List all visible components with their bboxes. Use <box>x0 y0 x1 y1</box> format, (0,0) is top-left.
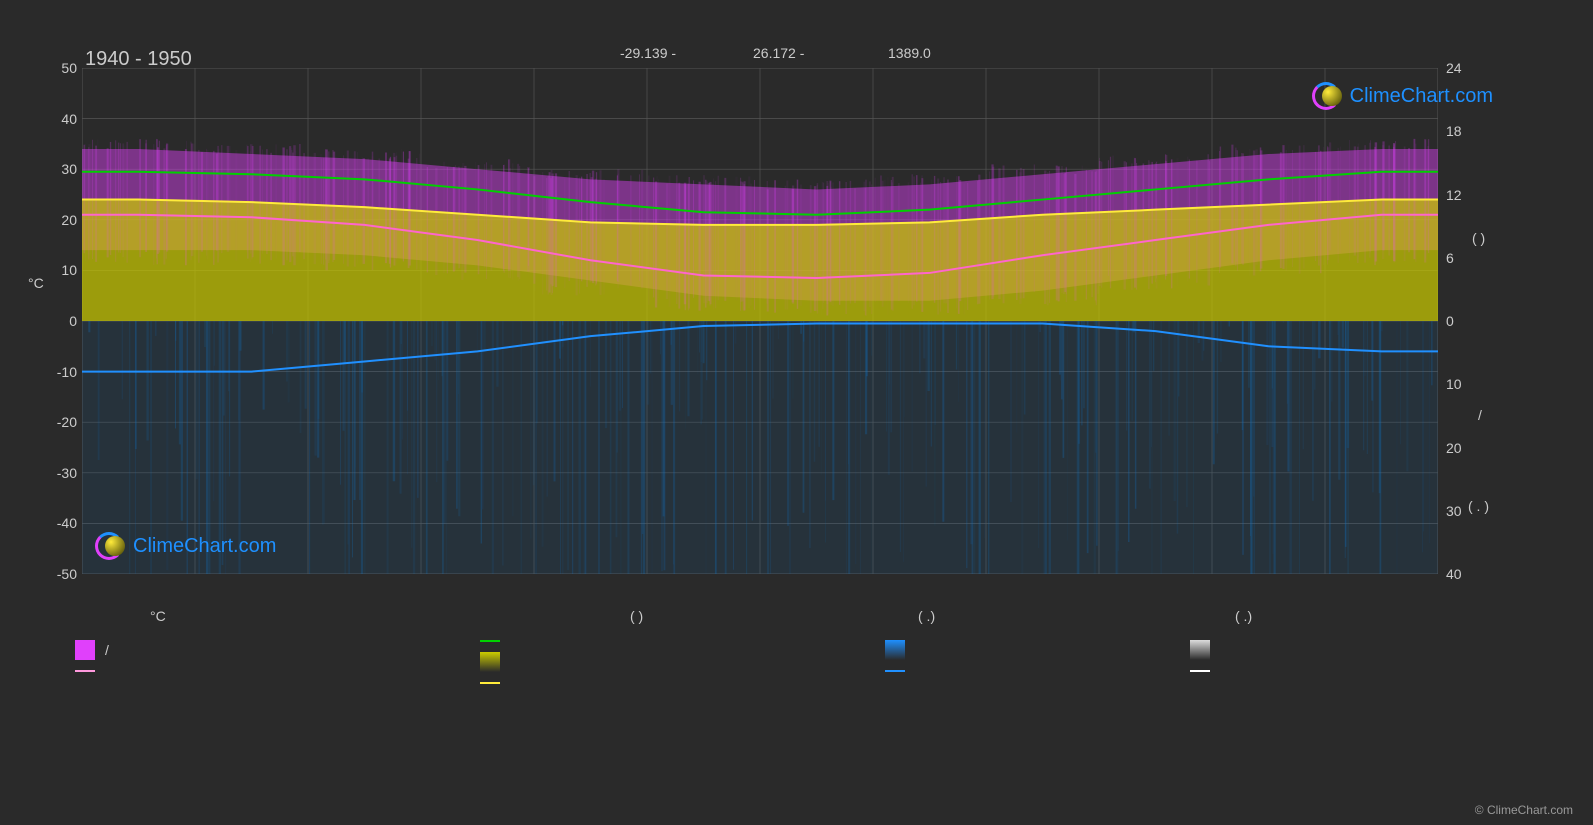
legend-swatch <box>75 670 95 672</box>
y-tick-label: 30 <box>47 161 77 177</box>
legend-h1: °C <box>150 608 166 624</box>
logo-top: ClimeChart.com <box>1312 80 1493 112</box>
right-axis-label-bot: ( . ) <box>1468 498 1489 514</box>
legend-col4 <box>1190 640 1210 682</box>
y-tick-label: 40 <box>47 111 77 127</box>
y2-tick-label: 40 <box>1446 566 1462 582</box>
logo-text: ClimeChart.com <box>133 535 276 558</box>
y-tick-label: 50 <box>47 60 77 76</box>
header-lat: -29.139 - <box>620 45 676 61</box>
y-tick-label: -10 <box>47 364 77 380</box>
right-axis-label-top: ( ) <box>1472 230 1485 246</box>
legend-swatch <box>885 670 905 672</box>
y-tick-label: 0 <box>47 313 77 329</box>
y2-tick-label: 10 <box>1446 376 1462 392</box>
legend-swatch <box>885 640 905 660</box>
legend-swatch <box>480 682 500 684</box>
legend-swatch <box>480 652 500 672</box>
y-tick-label: -40 <box>47 515 77 531</box>
legend-col3 <box>885 640 905 682</box>
plot-area <box>82 68 1438 574</box>
y2-tick-label: 20 <box>1446 440 1462 456</box>
y2-tick-label: 30 <box>1446 503 1462 519</box>
legend-h2: ( ) <box>630 608 643 624</box>
copyright: © ClimeChart.com <box>1475 803 1573 817</box>
y-tick-label: -30 <box>47 465 77 481</box>
legend-swatch <box>480 640 500 642</box>
right-axis-label-mid: / <box>1478 407 1482 423</box>
y2-tick-label: 6 <box>1446 250 1454 266</box>
legend-col2 <box>480 640 500 694</box>
logo-icon <box>1312 80 1344 112</box>
legend-swatch <box>1190 640 1210 660</box>
y-tick-label: -20 <box>47 414 77 430</box>
legend-col1: / <box>75 640 109 682</box>
y-tick-label: -50 <box>47 566 77 582</box>
legend-h3: ( .) <box>918 608 935 624</box>
y-tick-label: 20 <box>47 212 77 228</box>
logo-text: ClimeChart.com <box>1350 85 1493 108</box>
chart-container: 1940 - 1950 -29.139 - 26.172 - 1389.0 °C… <box>0 0 1593 825</box>
legend-h4: ( .) <box>1235 608 1252 624</box>
y2-tick-label: 0 <box>1446 313 1454 329</box>
logo-bottom: ClimeChart.com <box>95 530 276 562</box>
y2-tick-label: 12 <box>1446 187 1462 203</box>
y-tick-label: 10 <box>47 262 77 278</box>
legend-label: / <box>105 642 109 658</box>
header-lon: 26.172 - <box>753 45 804 61</box>
legend-swatch <box>1190 670 1210 672</box>
y2-tick-label: 18 <box>1446 123 1462 139</box>
y2-tick-label: 24 <box>1446 60 1462 76</box>
legend-swatch <box>75 640 95 660</box>
logo-icon <box>95 530 127 562</box>
left-axis-label: °C <box>28 275 44 291</box>
header-alt: 1389.0 <box>888 45 931 61</box>
